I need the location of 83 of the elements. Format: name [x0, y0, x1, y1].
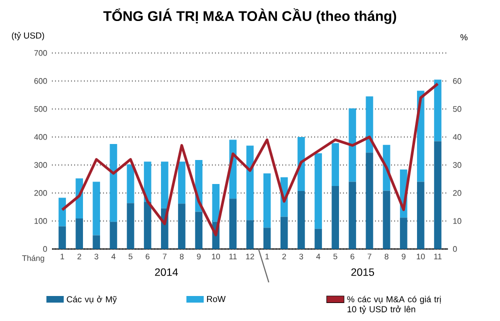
x-tick-label: 2: [282, 254, 286, 260]
text: 2015: [351, 268, 374, 276]
x-tick-label: 7: [162, 254, 166, 260]
bar: [298, 136, 305, 192]
x-tick-label: 1: [60, 254, 64, 260]
bar: [144, 162, 152, 202]
y-tick-label: 300: [34, 162, 47, 168]
bar: [92, 182, 100, 236]
x-tick-label: 12: [246, 254, 254, 260]
bar: [92, 235, 100, 249]
bar: [110, 222, 118, 249]
bar: [417, 182, 424, 249]
x-tick-label: 4: [316, 254, 320, 260]
legend-label: RoW: [207, 296, 226, 302]
bar: [382, 190, 390, 249]
bar: [160, 162, 168, 208]
bar: [126, 203, 134, 249]
y-axis-title: (tỷ USD): [12, 32, 44, 40]
bar: [434, 80, 442, 142]
bar: [280, 216, 288, 249]
x-tick-label: 10: [212, 254, 220, 260]
y-tick-label: 200: [34, 190, 47, 196]
x-tick-label: 8: [384, 254, 388, 260]
bar: [434, 141, 442, 249]
x-tick-label: 2: [77, 254, 82, 260]
x-tick-label: 9: [196, 254, 201, 260]
bar: [178, 162, 186, 204]
text: 2014: [155, 268, 178, 276]
bar: [58, 226, 66, 249]
y2-tick-label: 20: [453, 190, 462, 196]
y2-tick-label: 50: [453, 106, 462, 112]
x-tick-label: 3: [299, 254, 304, 260]
x-tick-label: 5: [128, 254, 132, 260]
x-tick-label: 7: [368, 254, 372, 260]
bar: [348, 182, 356, 249]
bar: [366, 152, 374, 249]
bar: [229, 198, 237, 249]
legend-label: Các vụ ở Mỹ: [66, 296, 117, 304]
y-tick-label: 500: [34, 106, 47, 112]
bar: [314, 153, 322, 229]
y-tick-label: 100: [34, 218, 47, 224]
bar: [400, 218, 408, 249]
x-tick-label: 4: [111, 254, 116, 260]
bar: [348, 108, 356, 182]
y-tick-label: 700: [34, 50, 47, 56]
bar: [144, 202, 152, 249]
y2-tick-label: 10: [453, 218, 462, 224]
y-tick-label: 400: [34, 134, 47, 140]
x-tick-label: 5: [333, 254, 338, 260]
bar: [263, 228, 271, 249]
bar: [246, 146, 254, 220]
y2-tick-label: 0: [453, 246, 457, 252]
y-tick-label: 0: [43, 246, 47, 252]
bar: [126, 164, 134, 204]
bar: [314, 228, 322, 249]
x-tick-label: 10: [416, 254, 425, 260]
bar: [110, 144, 118, 222]
x-tick-label: 11: [229, 254, 237, 260]
bar: [246, 220, 254, 249]
y2-tick-label: 60: [453, 78, 462, 84]
bar: [178, 204, 186, 249]
chart-title: TỔNG GIÁ TRỊ M&A TOÀN CẦU (theo tháng): [103, 8, 396, 24]
x-tick-label: 11: [434, 254, 442, 260]
bar: [298, 191, 305, 249]
x-tick-label: 6: [146, 254, 150, 260]
y2-tick-label: 40: [452, 134, 462, 140]
legend-label: % các vụ M&A có giá trị 10 tỷ USD trở lên: [347, 296, 441, 314]
x-axis-title: Tháng: [22, 255, 44, 263]
bar: [263, 173, 271, 228]
x-tick-label: 1: [265, 254, 269, 260]
x-tick-label: 9: [402, 254, 406, 260]
x-tick-label: 3: [94, 254, 98, 260]
bar: [332, 186, 340, 249]
y2-axis-title: %: [460, 34, 468, 40]
bar: [76, 218, 83, 249]
x-tick-label: 8: [180, 254, 184, 260]
bar: [332, 143, 340, 186]
y-tick-label: 600: [34, 78, 47, 84]
y2-tick-label: 30: [453, 162, 462, 168]
bar: [58, 198, 66, 226]
x-tick-label: 6: [350, 254, 354, 260]
bar: [212, 184, 220, 222]
bar: [195, 212, 202, 249]
